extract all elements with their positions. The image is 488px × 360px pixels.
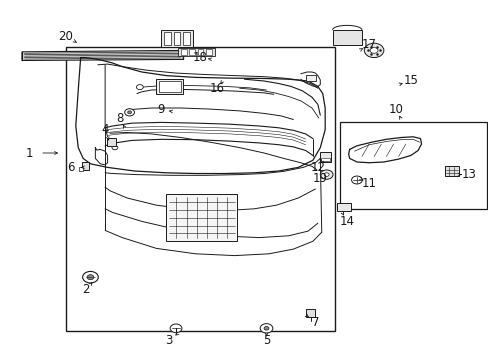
- Text: 3: 3: [164, 334, 172, 347]
- Bar: [163, 32, 170, 45]
- Text: 10: 10: [388, 103, 403, 116]
- Bar: [320, 152, 330, 162]
- Text: 9: 9: [157, 103, 165, 116]
- Bar: [197, 49, 203, 55]
- Bar: [339, 122, 486, 209]
- Bar: [444, 166, 458, 176]
- Circle shape: [170, 324, 182, 333]
- Text: 8: 8: [116, 112, 123, 125]
- Bar: [332, 30, 361, 45]
- Bar: [205, 49, 211, 55]
- Bar: [183, 32, 190, 45]
- Bar: [166, 194, 237, 241]
- Bar: [337, 203, 350, 211]
- Bar: [173, 32, 180, 45]
- Bar: [321, 158, 329, 161]
- Text: 6: 6: [67, 161, 75, 174]
- Bar: [79, 167, 83, 171]
- Text: 18: 18: [193, 51, 207, 64]
- Text: 2: 2: [81, 283, 89, 296]
- Bar: [305, 75, 316, 81]
- Circle shape: [127, 111, 131, 114]
- Circle shape: [260, 324, 272, 333]
- Bar: [189, 49, 195, 55]
- Bar: [159, 81, 181, 92]
- Text: 4: 4: [101, 123, 109, 136]
- Circle shape: [369, 48, 377, 53]
- Bar: [82, 162, 89, 170]
- Text: 1: 1: [25, 147, 33, 159]
- Bar: [305, 309, 315, 317]
- Circle shape: [112, 145, 118, 150]
- Bar: [156, 79, 183, 94]
- Bar: [161, 30, 193, 47]
- Polygon shape: [22, 50, 183, 60]
- Text: 19: 19: [312, 172, 327, 185]
- Circle shape: [87, 275, 94, 280]
- Bar: [178, 48, 215, 56]
- Circle shape: [364, 43, 383, 58]
- Bar: [181, 49, 186, 55]
- Text: 20: 20: [59, 30, 73, 42]
- Text: 15: 15: [403, 75, 417, 87]
- Text: 13: 13: [461, 168, 476, 181]
- Bar: [66, 47, 334, 331]
- Text: 12: 12: [310, 161, 325, 174]
- Circle shape: [351, 176, 362, 184]
- Text: 14: 14: [339, 215, 354, 228]
- Text: 11: 11: [361, 177, 376, 190]
- Text: 5: 5: [262, 334, 270, 347]
- Text: 17: 17: [361, 39, 376, 51]
- Bar: [106, 138, 116, 146]
- Text: 7: 7: [311, 316, 319, 329]
- Circle shape: [124, 109, 134, 116]
- Circle shape: [324, 173, 328, 176]
- Circle shape: [82, 271, 98, 283]
- Text: 16: 16: [210, 82, 224, 95]
- Circle shape: [264, 327, 268, 330]
- Circle shape: [320, 170, 332, 179]
- Circle shape: [136, 85, 143, 90]
